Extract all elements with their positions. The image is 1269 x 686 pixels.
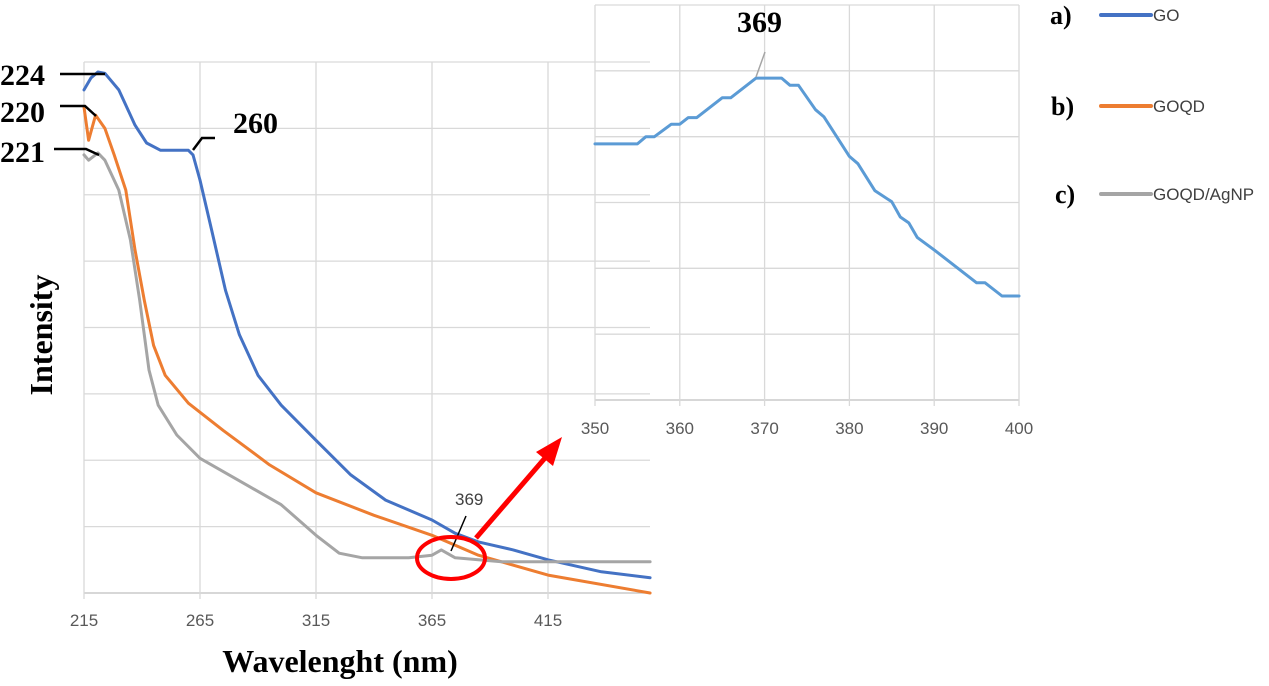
- inset-x-tick-label: 380: [835, 419, 863, 438]
- legend-label-goqd-agnp: GOQD/AgNP: [1153, 185, 1254, 204]
- legend-letter-b: b): [1051, 92, 1074, 121]
- zoom-arrow-head: [536, 437, 562, 466]
- inset-series-goqd-agnp-zoom: [593, 76, 1021, 298]
- legend-letter-c: c): [1055, 180, 1075, 209]
- x-axis-title: Wavelenght (nm): [222, 643, 458, 679]
- inset-gridlines: [594, 4, 1020, 406]
- main-series-goqd: [82, 105, 652, 595]
- inset-x-tick-label: 400: [1005, 419, 1033, 438]
- inset-x-tick-label: 360: [666, 419, 694, 438]
- peak-label-220: 220: [0, 96, 45, 129]
- main-x-tick-label: 265: [186, 611, 214, 630]
- legend-letter-a: a): [1050, 1, 1072, 30]
- peak-label-369: 369: [455, 490, 483, 509]
- y-axis-title: Intensity: [23, 275, 59, 396]
- main-x-tick-label: 415: [534, 611, 562, 630]
- leader-220: [60, 104, 97, 117]
- highlight-circle: [415, 535, 487, 581]
- leader-260: [192, 136, 215, 151]
- zoom-arrow-shaft: [474, 456, 547, 540]
- peak-label-224: 224: [0, 59, 45, 92]
- peak-label-221: 221: [0, 136, 45, 169]
- inset-peak-label-369: 369: [737, 6, 782, 39]
- main-x-tick-label: 365: [418, 611, 446, 630]
- leader-221: [54, 147, 100, 157]
- inset-x-tick-labels: 350 360 370 380 390 400: [581, 419, 1033, 438]
- peak-label-260: 260: [233, 107, 278, 140]
- leader-369: [450, 515, 467, 552]
- main-x-tick-labels: 215 265 315 365 415: [70, 611, 562, 630]
- main-series-go: [82, 70, 652, 580]
- main-x-tick-label: 215: [70, 611, 98, 630]
- main-series: [82, 70, 652, 595]
- legend: a) GO b) GOQD c) GOQD/AgNP: [1050, 1, 1254, 209]
- main-series-goqd-agnp: [82, 151, 652, 564]
- main-x-tick-label: 315: [302, 611, 330, 630]
- peak-annotations: [54, 72, 215, 157]
- inset-x-tick-label: 350: [581, 419, 609, 438]
- legend-label-go: GO: [1153, 6, 1179, 25]
- inset-series: [593, 76, 1021, 298]
- inset-x-tick-label: 390: [920, 419, 948, 438]
- main-gridlines: [83, 61, 650, 599]
- legend-label-goqd: GOQD: [1153, 97, 1205, 116]
- inset-leader-369: [755, 51, 766, 78]
- inset-x-tick-label: 370: [750, 419, 778, 438]
- inset-label-backdrop: [442, 0, 540, 18]
